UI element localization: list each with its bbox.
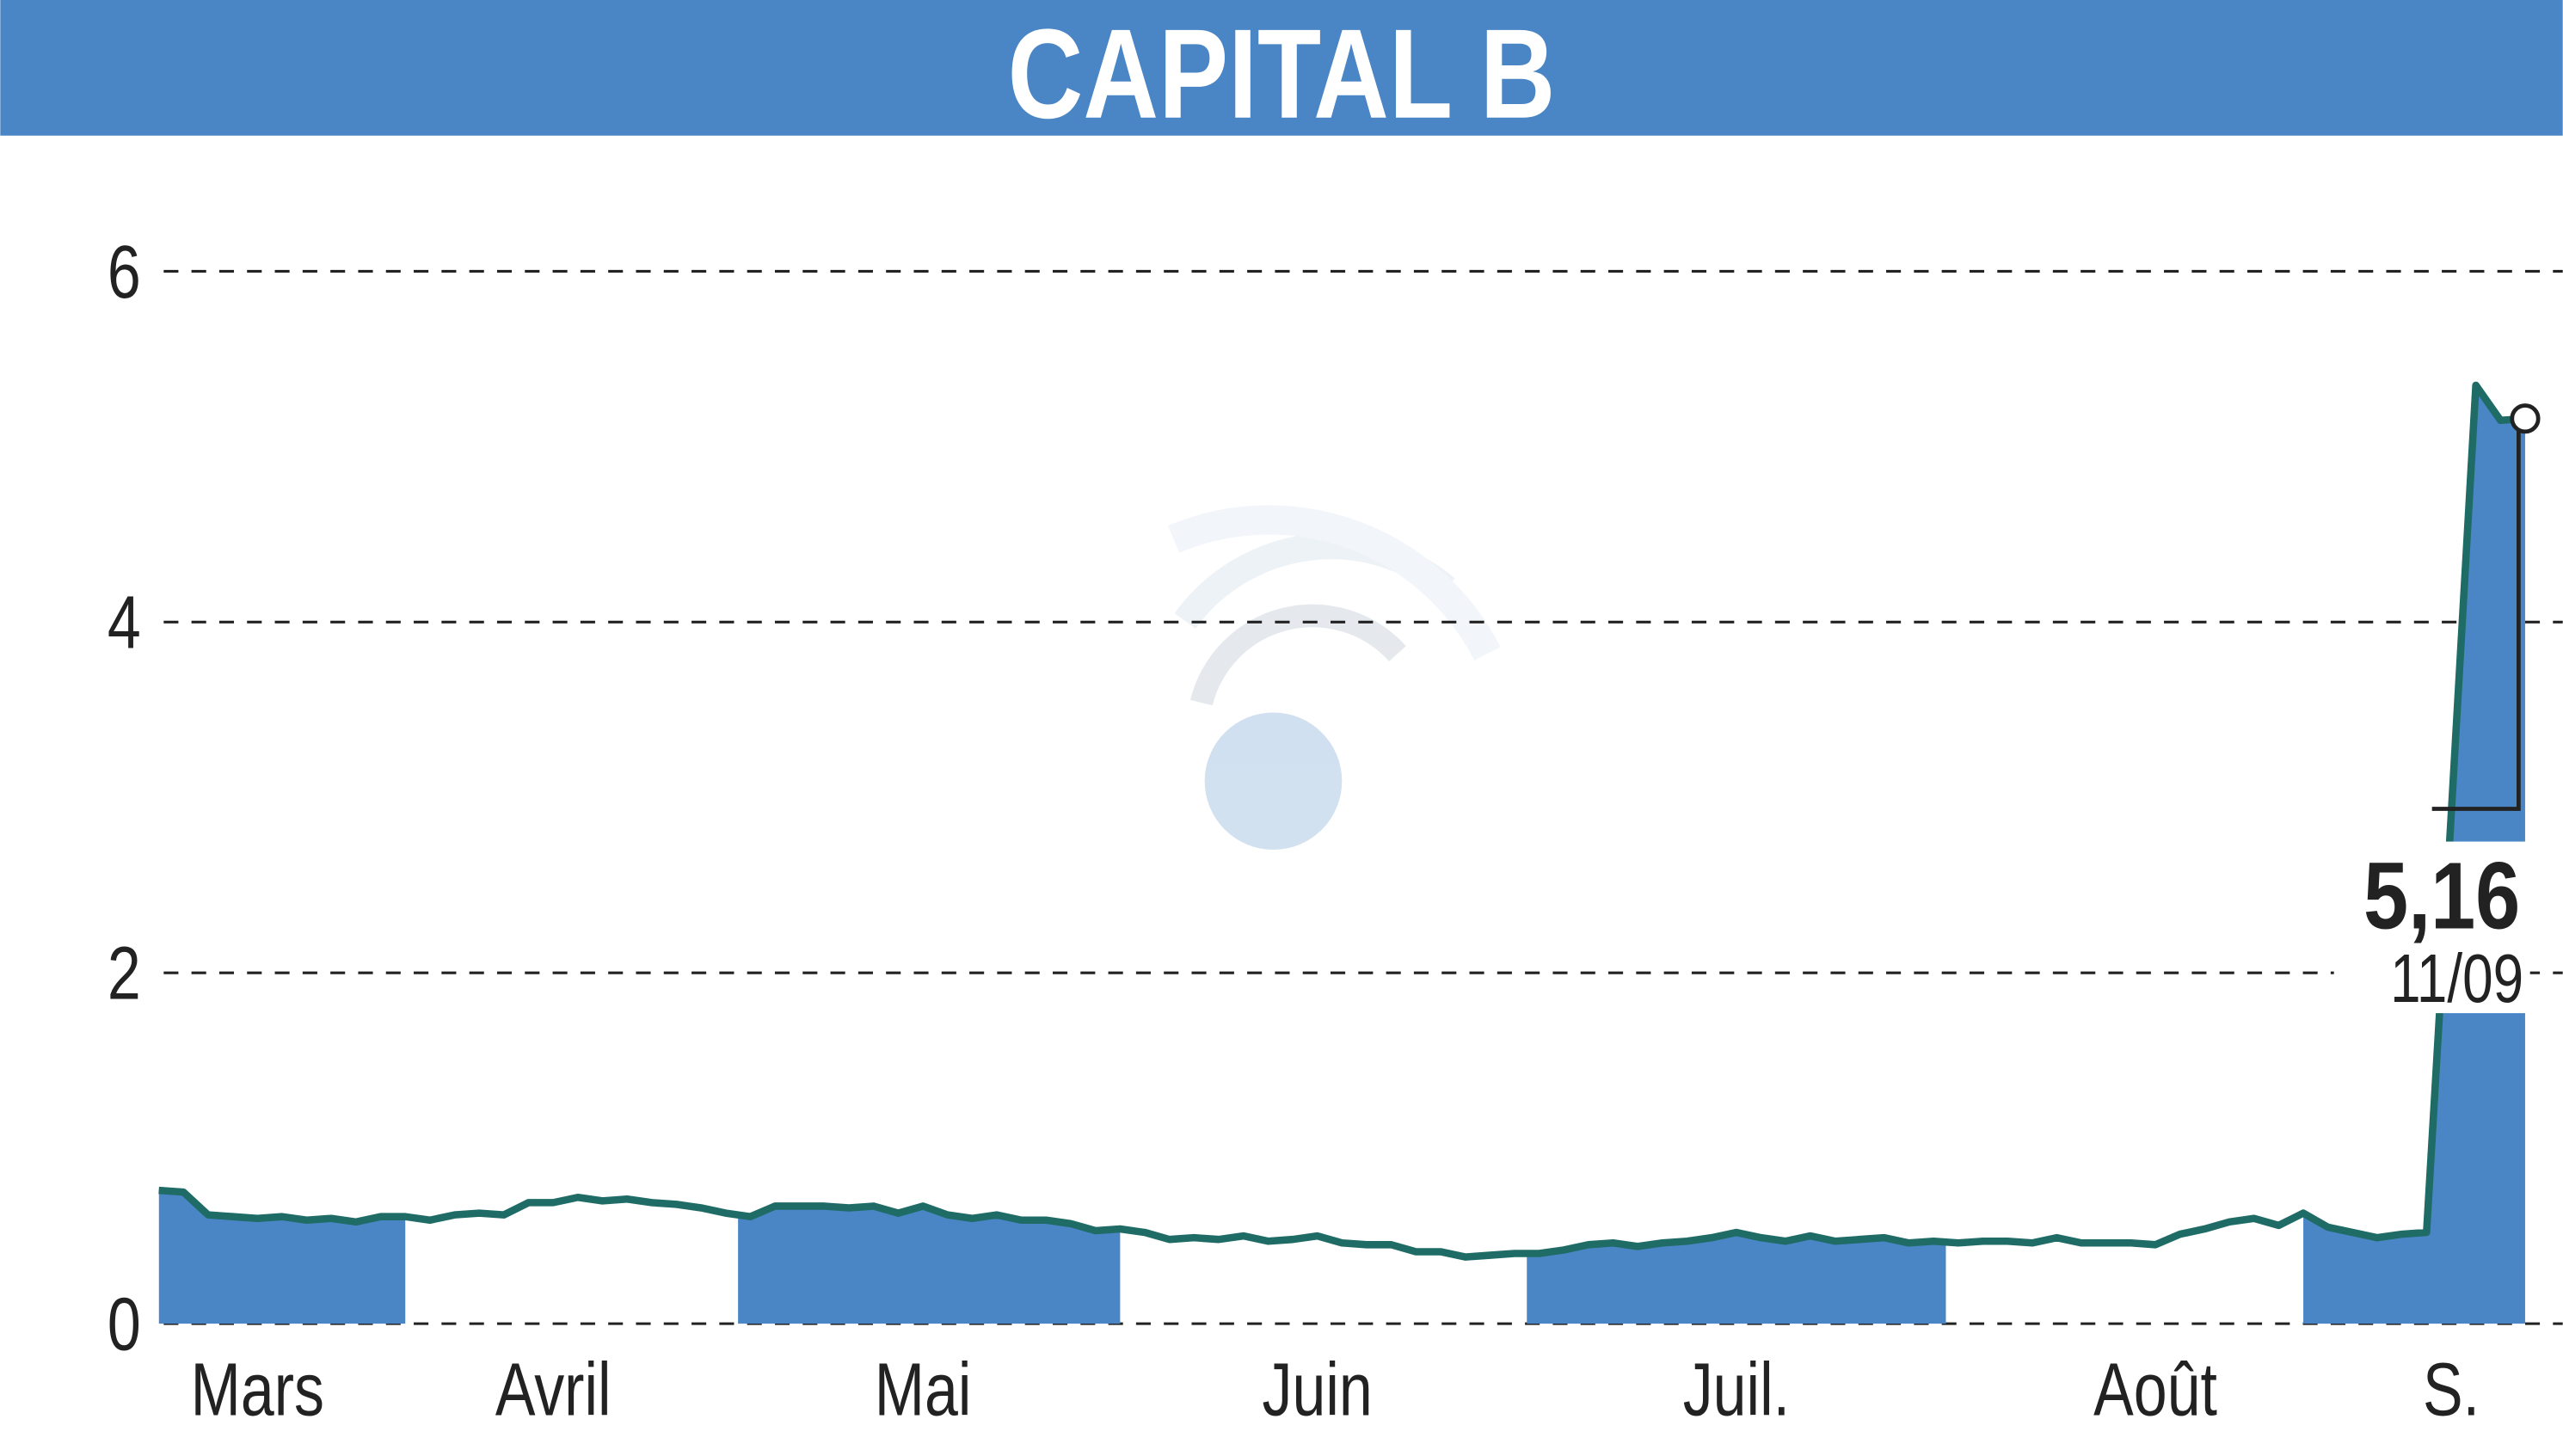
y-tick-label: 0: [108, 1281, 141, 1366]
chart-title: CAPITAL B: [1008, 2, 1556, 144]
callout-bracket: [2431, 418, 2521, 811]
x-tick-label: S.: [2423, 1347, 2480, 1431]
title-bar: [0, 0, 2563, 136]
x-tick-label: Avril: [495, 1347, 612, 1431]
y-tick-label: 6: [108, 229, 141, 313]
y-tick-label: 4: [108, 580, 141, 664]
y-tick-label: 2: [108, 931, 141, 1015]
x-tick-label: Juin: [1263, 1347, 1373, 1431]
last-point: [2510, 403, 2541, 434]
last-value-label: 5,16: [2363, 842, 2520, 949]
x-tick-label: Août: [2093, 1347, 2217, 1431]
line: [158, 381, 2526, 1261]
x-tick-label: Mai: [875, 1347, 972, 1431]
x-tick-label: Mars: [191, 1347, 324, 1431]
last-date-label: 11/09: [2390, 941, 2523, 1017]
label-box: [2333, 841, 2530, 1014]
x-tick-label: Juil.: [1683, 1347, 1790, 1431]
watermark: [1167, 505, 1501, 851]
